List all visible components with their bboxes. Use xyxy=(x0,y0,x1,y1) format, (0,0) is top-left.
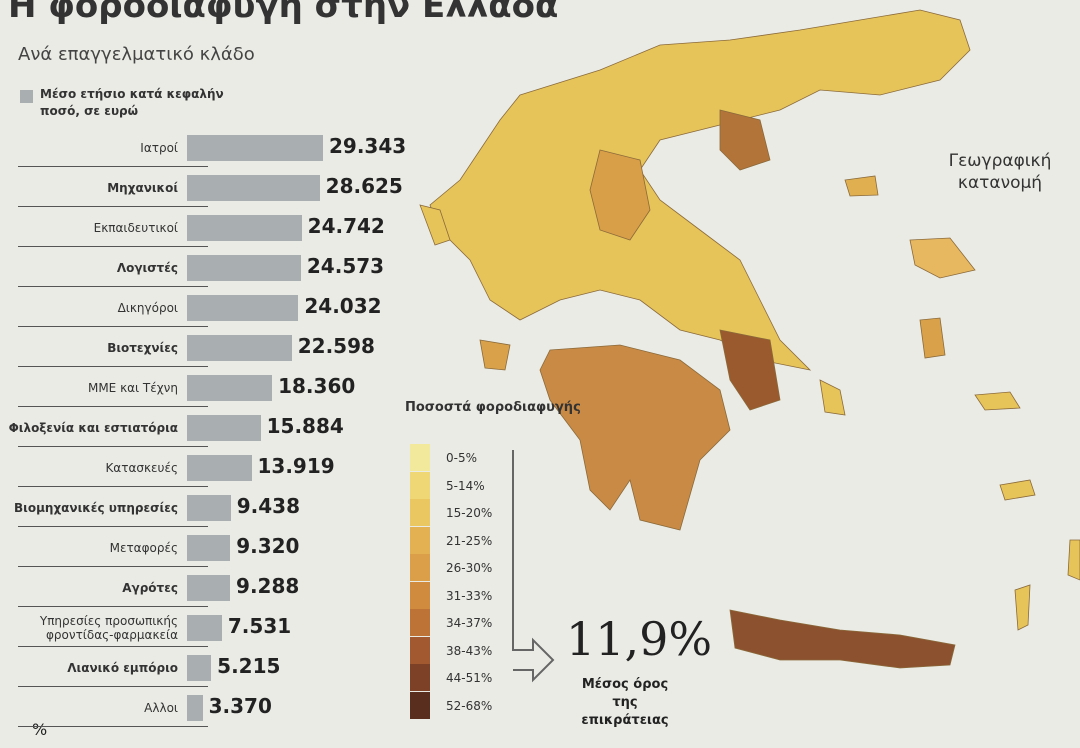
legend-swatch xyxy=(410,444,430,471)
value-label: 5.215 xyxy=(217,654,281,678)
row-rule xyxy=(18,606,208,607)
legend-label: 34-37% xyxy=(446,616,493,630)
row-rule xyxy=(18,486,208,487)
row-rule xyxy=(18,526,208,527)
bar xyxy=(187,615,222,641)
legend-swatch xyxy=(410,526,430,554)
value-label: 22.598 xyxy=(297,334,375,358)
value-label: 28.625 xyxy=(325,174,403,198)
bar xyxy=(187,695,203,721)
legend-swatch xyxy=(410,691,430,719)
bar xyxy=(187,375,273,401)
bar xyxy=(187,295,299,321)
legend-label: 31-33% xyxy=(446,588,493,603)
legend-label: 0-5% xyxy=(446,451,478,465)
legend-swatch xyxy=(410,609,430,636)
footer-mark: % xyxy=(32,720,48,739)
row-rule xyxy=(18,246,208,247)
value-label: 24.573 xyxy=(306,254,385,278)
category-label: Μεταφορές xyxy=(109,541,178,555)
category-label: Αγρότες xyxy=(122,581,178,595)
bar xyxy=(187,495,231,521)
category-label: Δικηγόροι xyxy=(117,301,178,315)
row-rule xyxy=(18,446,208,447)
value-label: 24.742 xyxy=(307,214,385,238)
bar xyxy=(187,135,323,161)
category-label: Λιανικό εμπόριο xyxy=(67,661,178,675)
value-label: 24.032 xyxy=(304,294,382,318)
category-label: Ιατροί xyxy=(140,141,178,155)
bar xyxy=(187,535,231,561)
legend-swatch xyxy=(410,499,430,526)
bar xyxy=(187,575,231,601)
bar xyxy=(187,455,252,481)
value-label: 13.919 xyxy=(257,454,335,478)
category-label: Κατασκευές xyxy=(105,461,178,475)
row-rule xyxy=(18,406,208,407)
map xyxy=(419,9,1080,669)
legend-label: 52-68% xyxy=(446,698,493,713)
bar xyxy=(187,255,301,281)
category-label: Λογιστές xyxy=(116,261,178,275)
value-label: 3.370 xyxy=(208,694,272,718)
category-label: Μηχανικοί xyxy=(107,181,178,195)
legend-swatch xyxy=(410,581,430,609)
value-label: 9.320 xyxy=(236,534,300,558)
bar xyxy=(187,175,320,201)
category-label: Βιοτεχνίες xyxy=(107,341,178,355)
row-rule xyxy=(18,646,208,647)
arrow xyxy=(512,450,555,683)
legend-swatch xyxy=(410,636,430,664)
value-label: 7.531 xyxy=(227,614,292,638)
legend-label: 26-30% xyxy=(446,561,493,575)
category-label: Εκπαιδευτικοί xyxy=(93,221,178,235)
row-rule xyxy=(18,326,208,327)
legend-label: 21-25% xyxy=(446,533,493,548)
row-rule xyxy=(18,166,208,167)
legend-swatch xyxy=(410,471,430,499)
legend-swatch xyxy=(410,554,430,581)
category-label: Αλλοι xyxy=(144,701,178,715)
category-label: Βιομηχανικές υπηρεσίες xyxy=(14,501,178,515)
legend-label: 44-51% xyxy=(446,671,493,685)
average-value: 11,9% xyxy=(566,612,713,666)
bar xyxy=(187,215,302,241)
legend-label: 5-14% xyxy=(446,478,485,493)
legend-swatch xyxy=(410,664,430,691)
row-rule xyxy=(18,566,208,567)
bar xyxy=(187,655,212,681)
row-rule xyxy=(18,206,208,207)
legend-label: 15-20% xyxy=(446,506,493,520)
subtitle: Ανά επαγγελματικό κλάδο xyxy=(18,44,255,65)
legend-label: Μέσο ετήσιο κατά κεφαλήν ποσό, σε ευρώ xyxy=(40,87,224,118)
category-label: ΜΜΕ και Τέχνη xyxy=(87,381,178,395)
average-caption: Μέσος όρος της επικράτειας xyxy=(581,677,669,728)
title: Η φοροδιαφυγή στην Ελλάδα xyxy=(8,0,559,26)
row-rule xyxy=(18,286,208,287)
value-label: 29.343 xyxy=(329,134,407,158)
map-label: Γεωγραφική κατανομή xyxy=(948,151,1052,193)
row-rule xyxy=(18,726,208,727)
category-label: Υπηρεσίες προσωπικής φροντίδας-φαρμακεία xyxy=(39,614,178,642)
value-label: 18.360 xyxy=(278,374,356,398)
map-legend-title: Ποσοστά φοροδιαφυγής xyxy=(405,400,581,415)
legend-swatch xyxy=(20,90,33,103)
value-label: 9.438 xyxy=(236,494,300,518)
row-rule xyxy=(18,366,208,367)
bar xyxy=(187,415,261,441)
bar xyxy=(187,335,292,361)
row-rule xyxy=(18,686,208,687)
value-label: 15.884 xyxy=(266,414,344,438)
category-label: Φιλοξενία και εστιατόρια xyxy=(8,421,178,435)
legend-label: 38-43% xyxy=(446,643,493,658)
value-label: 9.288 xyxy=(236,574,300,598)
